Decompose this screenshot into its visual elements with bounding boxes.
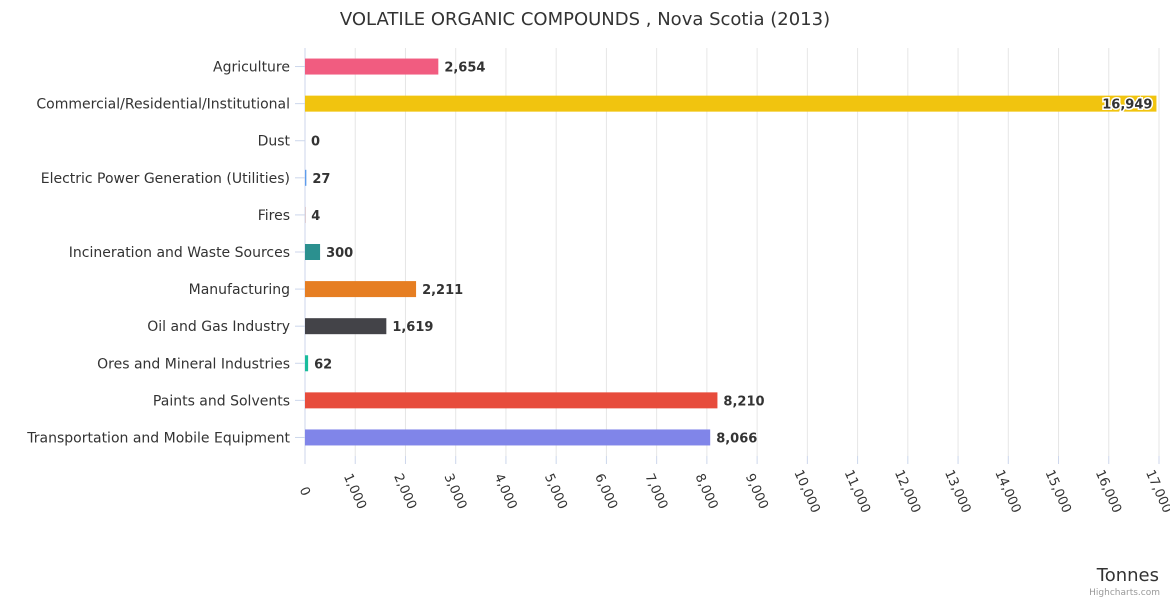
x-axis-ticks: 0 1,000 2,000 3,000 4,000 5,000 6,000 7,000 8,00… [296, 456, 1170, 515]
bar-series [305, 58, 1157, 446]
x-axis-title: Tonnes [1096, 565, 1159, 586]
bar[interactable] [305, 318, 387, 335]
category-label: Transportation and Mobile Equipment [26, 430, 290, 446]
x-tick-label: 14,000 [991, 468, 1023, 516]
category-label: Electric Power Generation (Utilities) [41, 171, 290, 187]
category-labels: Agriculture Commercial/Residential/Instit… [26, 60, 305, 446]
bar[interactable] [305, 95, 1157, 112]
category-label: Dust [258, 134, 291, 150]
x-tick-label: 4,000 [491, 472, 520, 512]
bar[interactable] [305, 58, 439, 75]
x-tick-label: 13,000 [941, 468, 973, 516]
x-tick-label: 8,000 [692, 472, 721, 512]
category-label: Commercial/Residential/Institutional [36, 97, 290, 113]
category-label: Incineration and Waste Sources [69, 245, 290, 261]
x-tick-label: 6,000 [591, 472, 620, 512]
bar[interactable] [305, 429, 711, 446]
data-labels: 2,654 16,949 0 27 4 300 2,211 1,619 62 8,210 8,066 [311, 61, 1154, 447]
x-tick-label: 10,000 [790, 468, 822, 516]
bar[interactable] [305, 244, 321, 260]
x-tick-label: 2,000 [390, 472, 419, 512]
bar[interactable] [305, 392, 718, 409]
x-tick-label: 5,000 [541, 472, 570, 512]
data-label: 8,210 [723, 394, 764, 409]
chart-title: VOLATILE ORGANIC COMPOUNDS , Nova Scotia… [340, 9, 830, 30]
data-label: 300 [326, 246, 353, 261]
x-tick-label: 9,000 [742, 472, 771, 512]
data-label: 27 [312, 172, 330, 187]
category-label: Fires [258, 208, 290, 224]
x-tick-label: 16,000 [1092, 468, 1124, 516]
category-label: Oil and Gas Industry [147, 319, 290, 335]
data-label: 16,949 [1102, 98, 1152, 113]
x-tick-label: 3,000 [440, 472, 469, 512]
bar[interactable] [305, 281, 417, 298]
x-tick-label: 17,000 [1142, 468, 1170, 516]
data-label: 1,619 [392, 320, 433, 335]
bar[interactable] [305, 169, 307, 186]
category-label: Manufacturing [189, 282, 290, 298]
x-tick-label: 12,000 [891, 468, 923, 516]
category-label: Ores and Mineral Industries [97, 356, 290, 372]
x-tick-label: 1,000 [340, 472, 369, 512]
x-tick-label: 11,000 [841, 468, 873, 516]
data-label: 8,066 [716, 431, 757, 446]
data-label: 2,211 [422, 283, 463, 298]
bar[interactable] [305, 355, 309, 372]
x-tick-label: 15,000 [1042, 468, 1074, 516]
x-tick-label: 7,000 [641, 472, 670, 512]
data-label: 2,654 [444, 61, 485, 76]
data-label: 62 [314, 357, 332, 372]
category-label: Paints and Solvents [153, 393, 290, 409]
category-label: Agriculture [213, 60, 290, 76]
data-label: 0 [311, 135, 320, 150]
credits-link[interactable]: Highcharts.com [1089, 588, 1160, 598]
data-label: 4 [311, 209, 320, 224]
x-tick-label: 0 [296, 485, 313, 499]
